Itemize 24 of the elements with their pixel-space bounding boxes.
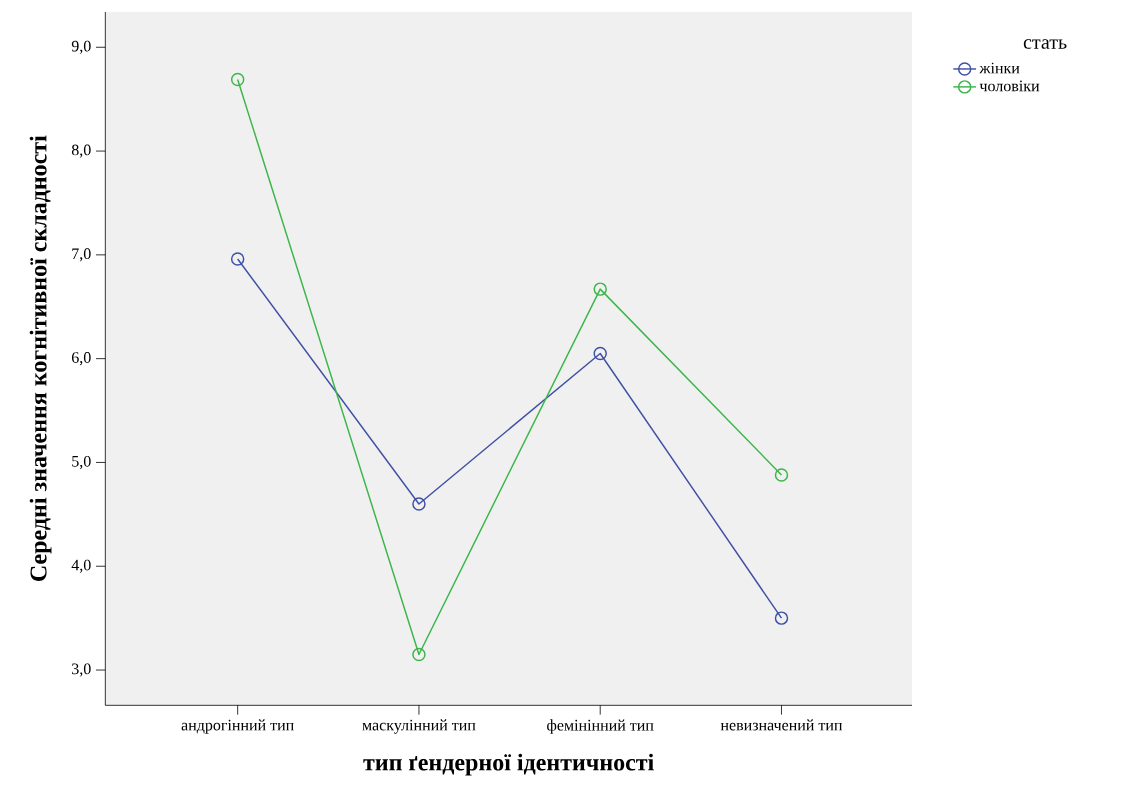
point <box>230 72 245 87</box>
y-axis-title: Середні значення когнітивної складності <box>29 135 52 581</box>
y-tick-label: 7,0 <box>72 248 91 262</box>
legend-label: чоловіки <box>979 80 1040 92</box>
x-tick-label: фемінінний тип <box>547 719 654 734</box>
point <box>412 647 426 662</box>
y-tick-label: 5,0 <box>72 455 91 470</box>
y-tick-label: 9,0 <box>71 40 91 54</box>
point <box>774 611 789 625</box>
x-tick-label: невизначений тип <box>720 719 843 731</box>
x-tick-label: маскулінний тип <box>362 719 476 734</box>
x-tick-label: андрогінний тип <box>181 719 294 734</box>
y-tick-label: 8,0 <box>71 144 91 158</box>
point <box>774 468 789 482</box>
legend-title: стать <box>1023 39 1067 49</box>
y-tick-label: 4,0 <box>71 559 91 573</box>
y-tick-label: 3,0 <box>72 663 91 677</box>
point <box>593 346 607 361</box>
point <box>593 282 607 296</box>
x-axis-title: тип ґендерної ідентичності <box>363 753 654 776</box>
point <box>412 497 426 511</box>
legend-label: жінки <box>979 62 1020 74</box>
y-tick-label: 6,0 <box>71 352 91 366</box>
point <box>230 252 245 266</box>
